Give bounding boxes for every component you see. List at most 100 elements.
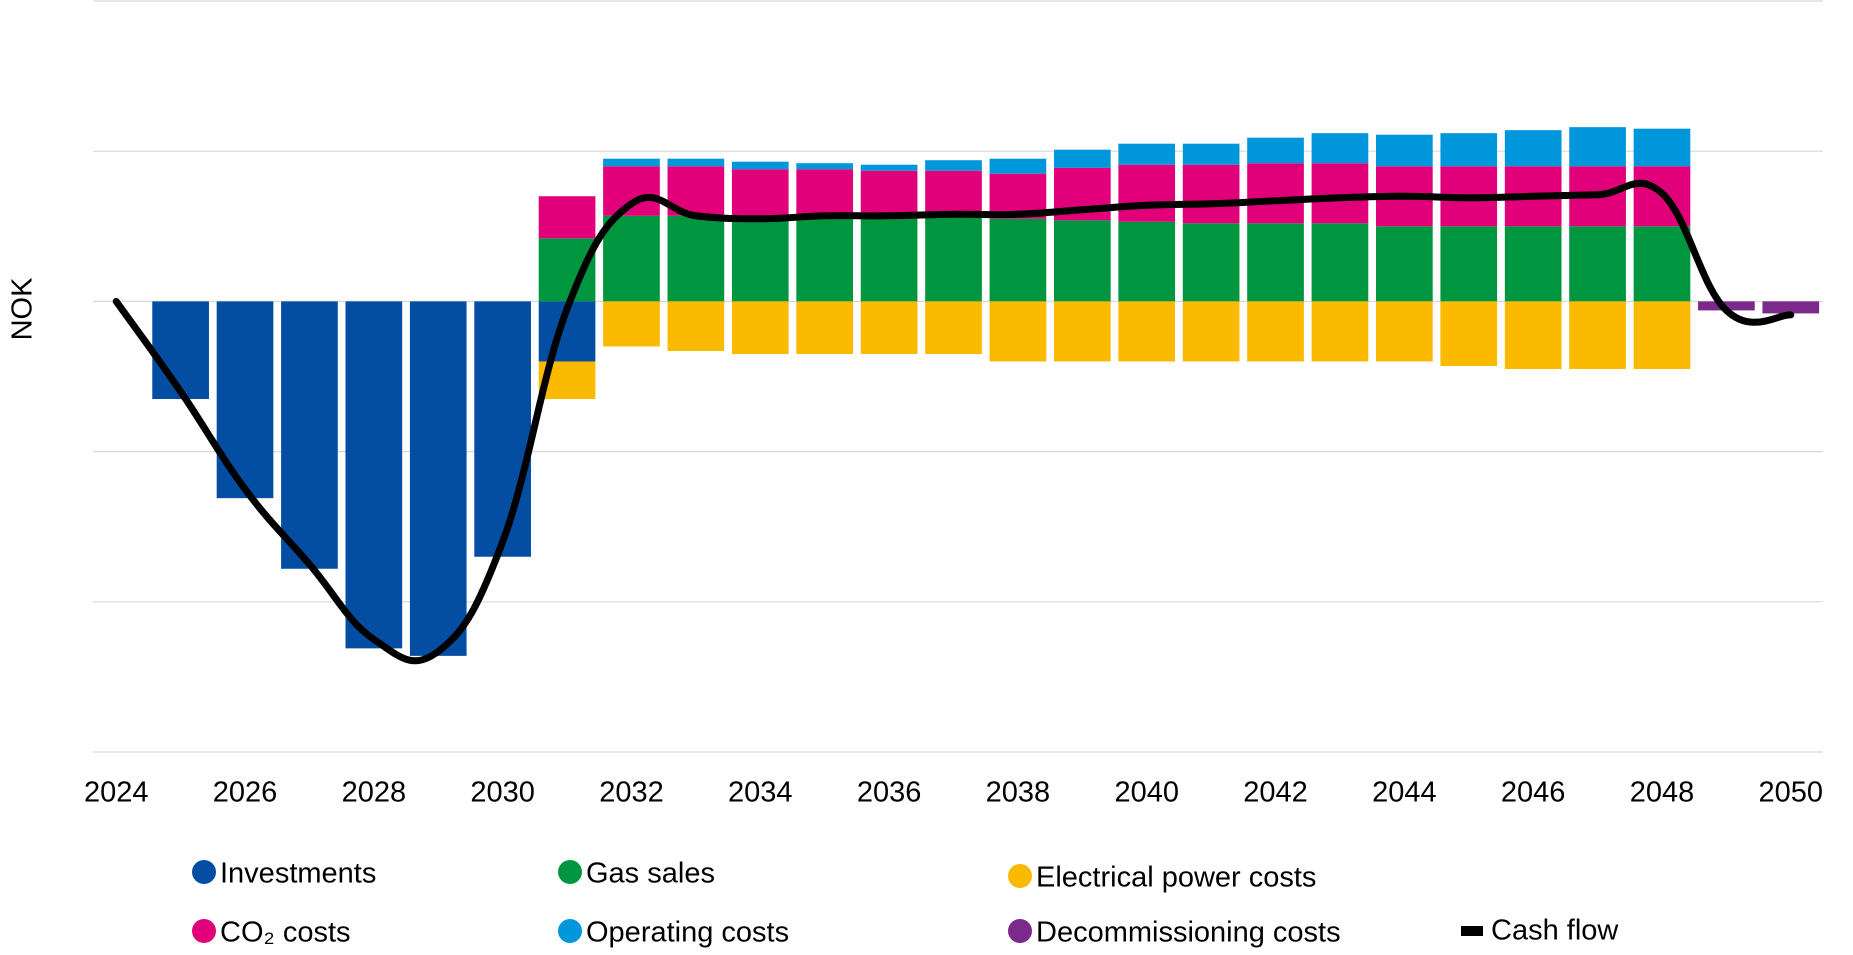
bar-segment bbox=[409, 301, 467, 656]
bar-segment bbox=[1633, 301, 1691, 369]
bar-segment bbox=[860, 170, 918, 218]
bar-segment bbox=[1247, 301, 1304, 362]
bar-segment bbox=[1440, 226, 1498, 302]
bar-segment bbox=[731, 161, 789, 170]
bar-segment bbox=[1118, 221, 1176, 302]
bar-segment bbox=[1762, 301, 1820, 314]
x-tick-label: 2028 bbox=[342, 777, 407, 809]
bar-segment bbox=[152, 301, 209, 400]
bar-segment bbox=[667, 215, 725, 302]
bar-segment bbox=[1118, 143, 1176, 165]
bar-segment bbox=[1247, 223, 1304, 302]
bar-segment bbox=[1633, 128, 1691, 167]
bar-segment bbox=[925, 301, 982, 354]
bar-segment bbox=[1311, 223, 1369, 302]
x-tick-label: 2040 bbox=[1114, 777, 1179, 809]
bar-segment bbox=[1440, 301, 1498, 366]
bar-segment bbox=[796, 217, 854, 302]
x-tick-label: 2034 bbox=[728, 777, 793, 809]
bar-segment bbox=[989, 301, 1047, 362]
bar-segment bbox=[925, 160, 982, 171]
x-tick-label: 2038 bbox=[986, 777, 1051, 809]
x-tick-label: 2046 bbox=[1501, 777, 1566, 809]
bar-segment bbox=[1504, 301, 1562, 369]
bar-segment bbox=[1118, 301, 1176, 362]
legend-swatch bbox=[558, 860, 582, 884]
bar-segment bbox=[281, 301, 338, 569]
bar-segment bbox=[538, 238, 596, 302]
x-tick-label: 2050 bbox=[1759, 777, 1824, 809]
bar-segment bbox=[1053, 220, 1111, 302]
bar-segment bbox=[1569, 127, 1626, 167]
legend-label: Gas sales bbox=[586, 858, 715, 890]
bar-segment bbox=[1376, 226, 1433, 302]
bar-segment bbox=[667, 158, 725, 167]
legend-label: Investments bbox=[220, 858, 376, 890]
legend-label: Operating costs bbox=[586, 917, 789, 949]
bar-segment bbox=[1440, 133, 1498, 167]
legend-label: Cash flow bbox=[1491, 915, 1619, 947]
bar-segment bbox=[603, 158, 660, 167]
bar-segment bbox=[1182, 164, 1240, 224]
bar-segment bbox=[925, 217, 982, 302]
bar-segment bbox=[1182, 301, 1240, 362]
bar-segment bbox=[796, 301, 854, 354]
bar-segment bbox=[731, 217, 789, 302]
bar-segment bbox=[216, 301, 274, 499]
bar-segment bbox=[1053, 149, 1111, 168]
line bbox=[112, 179, 1795, 665]
bar-segment bbox=[474, 301, 531, 557]
bar-segment bbox=[1182, 223, 1240, 302]
bar-segment bbox=[731, 169, 789, 218]
bar-segment bbox=[1569, 301, 1626, 369]
bar-segment bbox=[1182, 143, 1240, 165]
bar-segment bbox=[603, 301, 660, 347]
x-tick-label: 2048 bbox=[1630, 777, 1695, 809]
bar-segment bbox=[1633, 226, 1691, 302]
bar-segment bbox=[860, 164, 918, 171]
bar-segment bbox=[667, 301, 725, 351]
bar-segment bbox=[731, 301, 789, 354]
y-axis-label: NOK bbox=[7, 277, 39, 341]
legend-label: CO₂ costs bbox=[220, 917, 351, 949]
bar-segment bbox=[1376, 301, 1433, 362]
bar-segment bbox=[1118, 164, 1176, 222]
x-tick-label: 2024 bbox=[84, 777, 149, 809]
legend-swatch bbox=[1008, 864, 1032, 888]
bar-segment bbox=[1569, 226, 1626, 302]
bar-segment bbox=[603, 215, 660, 302]
bar-segment bbox=[603, 166, 660, 216]
bar-segment bbox=[538, 196, 596, 239]
legend-swatch bbox=[1008, 919, 1032, 943]
bar-segment bbox=[1311, 133, 1369, 164]
bar-segment bbox=[345, 301, 403, 649]
x-tick-label: 2042 bbox=[1243, 777, 1308, 809]
legend-swatch bbox=[192, 860, 216, 884]
bar-segment bbox=[1376, 134, 1433, 167]
x-tick-label: 2026 bbox=[213, 777, 278, 809]
bar-segment bbox=[796, 169, 854, 218]
bar-segment bbox=[1053, 301, 1111, 362]
x-tick-label: 2044 bbox=[1372, 777, 1437, 809]
legend-swatch bbox=[1461, 926, 1483, 936]
bar-segment bbox=[1311, 301, 1369, 362]
bar-segment bbox=[989, 218, 1047, 302]
legend-swatch bbox=[192, 919, 216, 943]
x-tick-label: 2030 bbox=[470, 777, 535, 809]
x-tick-label: 2036 bbox=[857, 777, 922, 809]
legend-swatch bbox=[558, 919, 582, 943]
bar-segment bbox=[860, 301, 918, 354]
legend-label: Electrical power costs bbox=[1036, 862, 1316, 894]
bar-segment bbox=[1247, 137, 1304, 164]
bar-segment bbox=[796, 163, 854, 170]
bar-segment bbox=[925, 170, 982, 218]
legend-label: Decommissioning costs bbox=[1036, 917, 1341, 949]
bar-segment bbox=[1311, 163, 1369, 224]
bar-segment bbox=[1504, 130, 1562, 167]
bar-segment bbox=[1247, 163, 1304, 224]
bar-segment bbox=[989, 158, 1047, 174]
bar-segment bbox=[860, 217, 918, 302]
x-tick-label: 2032 bbox=[599, 777, 664, 809]
bar-segment bbox=[1504, 226, 1562, 302]
